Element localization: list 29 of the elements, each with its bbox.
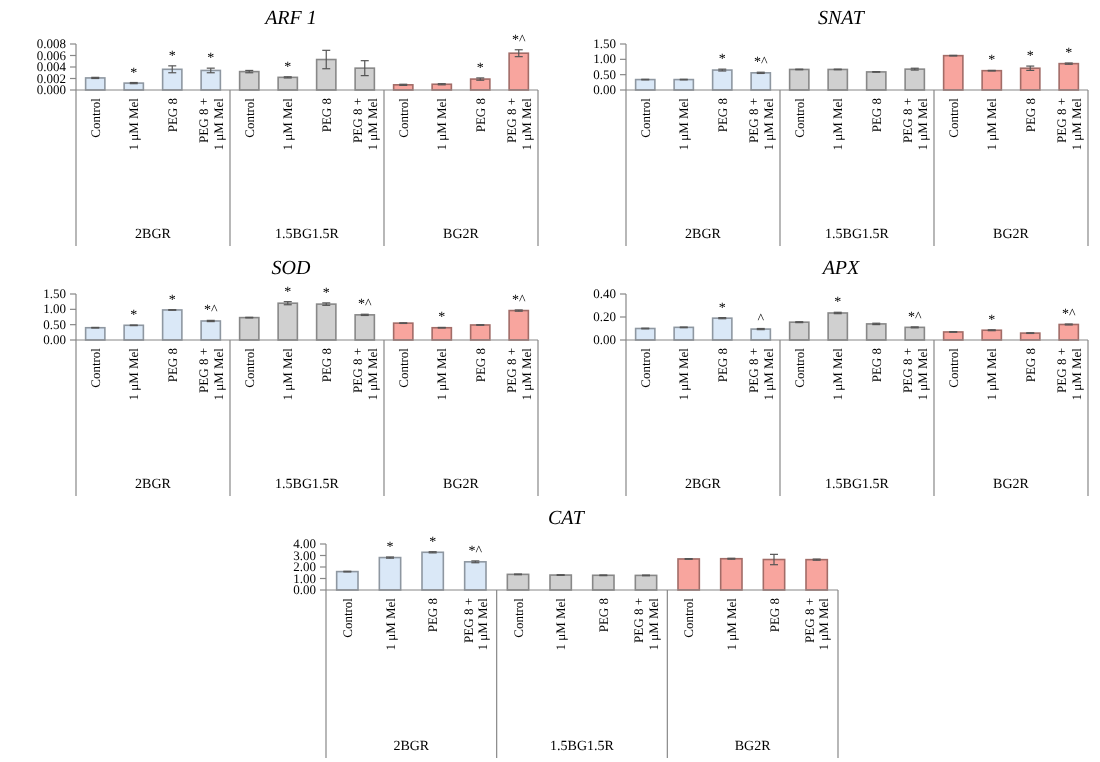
bar — [750, 72, 772, 91]
bar — [711, 69, 733, 91]
bar — [469, 324, 491, 341]
bar — [161, 68, 183, 91]
bar — [719, 557, 743, 591]
bar — [392, 322, 414, 341]
bar — [463, 561, 487, 591]
chart-title: SNAT — [818, 8, 867, 30]
bar — [200, 320, 222, 341]
bar — [677, 558, 701, 591]
bar — [378, 556, 402, 591]
bar — [508, 309, 530, 341]
bar — [762, 558, 786, 591]
bar — [981, 69, 1003, 91]
bar — [1058, 62, 1080, 91]
bar — [161, 309, 183, 341]
bar — [421, 551, 445, 591]
chart-title: SOD — [271, 258, 312, 280]
chart-title: APX — [820, 258, 862, 280]
chart-title: ARF 1 — [263, 8, 317, 30]
bar — [123, 324, 145, 341]
bar — [335, 570, 359, 591]
bar — [805, 558, 829, 591]
chart-title: CAT — [548, 508, 587, 530]
bar — [1019, 67, 1041, 91]
bar — [200, 69, 222, 91]
bar — [508, 52, 530, 91]
bar — [711, 317, 733, 341]
bar — [942, 54, 964, 91]
